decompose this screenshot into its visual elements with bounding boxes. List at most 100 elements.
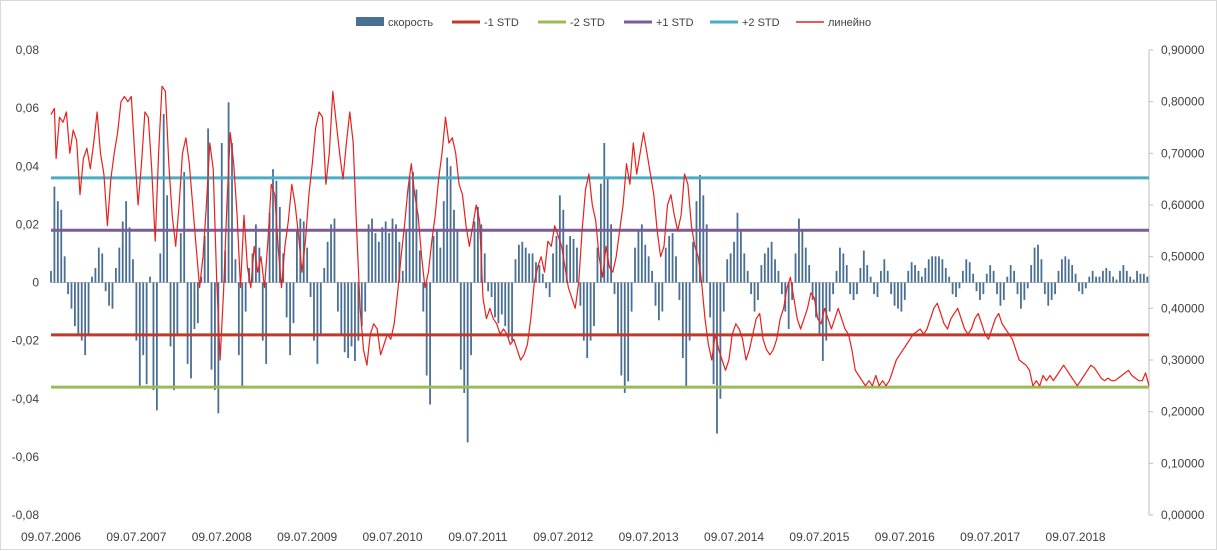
speed-bar <box>114 267 117 283</box>
speed-bar <box>364 282 367 312</box>
speed-bar <box>961 270 964 283</box>
speed-bar <box>736 212 739 283</box>
speed-bar <box>815 282 817 318</box>
speed-bar <box>56 201 59 283</box>
speed-bar <box>477 206 479 283</box>
speed-bar <box>903 282 906 300</box>
speed-bar <box>91 276 93 283</box>
speed-bar <box>121 221 124 283</box>
speed-bar <box>958 282 961 289</box>
speed-bar <box>716 282 718 434</box>
speed-bars <box>50 102 1149 443</box>
speed-bar <box>818 282 821 335</box>
speed-bar <box>330 224 332 283</box>
speed-bar <box>183 172 186 283</box>
speed-bar <box>746 270 749 283</box>
speed-bar <box>101 253 104 283</box>
speed-bar <box>1142 273 1145 283</box>
speed-bar <box>562 209 565 283</box>
speed-bar <box>893 282 896 306</box>
speed-bar <box>541 273 544 283</box>
speed-bar <box>63 256 66 283</box>
speed-bar <box>162 113 165 283</box>
legend-label: -2 STD <box>570 17 605 29</box>
speed-bar <box>938 256 940 283</box>
speed-bar <box>944 267 947 283</box>
speed-bar <box>50 270 52 283</box>
speed-bar <box>1006 276 1009 283</box>
speed-bar <box>866 265 869 283</box>
speed-bar <box>955 282 957 298</box>
speed-bar <box>596 247 599 283</box>
speed-bar <box>142 282 145 356</box>
speed-bar <box>770 241 773 283</box>
right-axis-tick-label: 0,60000 <box>1161 198 1205 212</box>
speed-bar <box>565 244 568 283</box>
right-axis-tick-label: 0,50000 <box>1161 250 1205 264</box>
legend-item-lin: линейно <box>796 17 871 29</box>
speed-bar <box>1002 282 1005 300</box>
speed-bar <box>804 247 807 283</box>
speed-bar <box>753 282 756 312</box>
speed-bar <box>934 256 937 283</box>
right-axis-tick-label: 0,80000 <box>1161 95 1205 109</box>
speed-bar <box>999 282 1002 306</box>
speed-bar <box>917 270 920 283</box>
speed-bar <box>169 282 172 347</box>
speed-bar <box>374 233 377 283</box>
speed-bar <box>900 282 903 312</box>
speed-bar <box>401 270 404 283</box>
speed-bar <box>309 282 312 298</box>
speed-bar <box>709 282 712 318</box>
speed-bar <box>675 256 677 283</box>
legend-item-p1: +1 STD <box>624 17 694 29</box>
std-lines <box>51 176 1149 389</box>
speed-bar <box>227 102 230 283</box>
speed-bar <box>668 236 671 283</box>
speed-bar <box>237 282 240 356</box>
speed-bar <box>432 236 435 283</box>
speed-bar <box>265 282 268 364</box>
speed-bar <box>1054 282 1056 295</box>
speed-bar <box>313 282 315 341</box>
speed-bar <box>1050 282 1053 300</box>
x-axis-tick-label: 09.07.2006 <box>21 530 81 544</box>
speed-bar <box>1013 270 1015 283</box>
legend-item-p2: +2 STD <box>710 17 780 29</box>
speed-bar <box>599 183 602 283</box>
speed-bar <box>149 276 151 283</box>
left-axis-tick-label: 0 <box>32 276 39 290</box>
speed-bar <box>835 270 838 283</box>
speed-bar <box>920 276 923 283</box>
left-axis-tick-label: -0,08 <box>12 508 40 522</box>
speed-bar <box>203 236 206 283</box>
speed-bar <box>108 282 110 306</box>
speed-bar <box>405 230 408 283</box>
speed-bar <box>1064 256 1067 283</box>
speed-bar <box>285 282 288 318</box>
legend-label: линейно <box>828 17 871 29</box>
speed-bar <box>179 233 182 283</box>
speed-bar <box>658 282 660 321</box>
speed-bar <box>989 265 992 283</box>
speed-bar <box>272 169 274 283</box>
speed-bar <box>644 244 647 283</box>
speed-bar <box>367 224 370 283</box>
speed-bar <box>220 143 223 283</box>
x-axis-tick-label: 09.07.2018 <box>1046 530 1106 544</box>
legend-label: -1 STD <box>484 17 519 29</box>
speed-bar <box>1037 244 1039 283</box>
speed-bar <box>70 282 73 309</box>
speed-bar <box>654 282 657 306</box>
right-axis-tick-label: 0,40000 <box>1161 301 1205 315</box>
speed-bar <box>350 282 353 347</box>
speed-bar <box>821 282 824 361</box>
speed-bar <box>1043 282 1046 295</box>
speed-bar <box>104 282 107 292</box>
speed-bar <box>862 250 865 283</box>
speed-bar <box>412 172 414 283</box>
speed-bar <box>357 282 360 341</box>
speed-bar <box>528 253 531 283</box>
speed-bar <box>1105 267 1108 283</box>
